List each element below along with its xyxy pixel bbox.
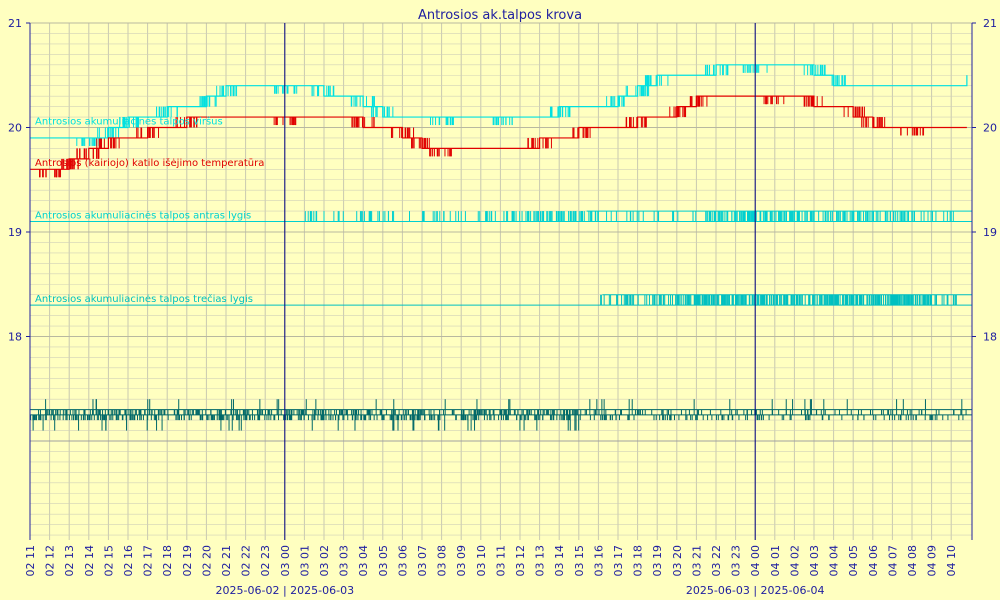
x-tick-label: 04 06 xyxy=(867,545,880,577)
x-tick-label: 02 13 xyxy=(63,545,76,577)
x-tick-label: 03 05 xyxy=(377,545,390,577)
x-tick-label: 03 11 xyxy=(494,545,507,577)
x-tick-label: 03 15 xyxy=(573,545,586,577)
x-tick-label: 04 02 xyxy=(788,545,801,577)
y-tick-label-left: 19 xyxy=(8,226,22,239)
x-tick-label: 04 09 xyxy=(926,545,939,577)
day-boundary-label: 2025-06-02 | 2025-06-03 xyxy=(216,584,355,597)
y-tick-label-right: 20 xyxy=(983,122,997,135)
x-tick-label: 02 16 xyxy=(122,545,135,577)
x-tick-label: 04 04 xyxy=(828,545,841,577)
labels: 02 11 02 12 02 13 02 14 02 15 02 16 02 17 02 18… xyxy=(8,17,997,597)
y-tick-label-right: 18 xyxy=(983,331,997,344)
x-tick-label: 04 01 xyxy=(769,545,782,577)
y-tick-label-right: 19 xyxy=(983,226,997,239)
x-tick-label: 03 07 xyxy=(416,545,429,577)
series-label: Antrosios akumuliacinės talpos viršus xyxy=(35,115,223,127)
x-tick-label: 03 21 xyxy=(690,545,703,577)
x-tick-label: 02 14 xyxy=(83,545,96,577)
x-tick-label: 03 12 xyxy=(514,545,527,577)
axes xyxy=(26,22,976,540)
x-tick-label: 02 15 xyxy=(102,545,115,577)
x-tick-label: 03 10 xyxy=(475,545,488,577)
x-tick-label: 03 04 xyxy=(357,545,370,577)
x-tick-label: 03 09 xyxy=(455,545,468,577)
x-tick-label: 03 13 xyxy=(534,545,547,577)
y-tick-label-left: 18 xyxy=(8,331,22,344)
x-tick-label: 02 17 xyxy=(142,545,155,577)
x-tick-label: 03 18 xyxy=(632,545,645,577)
x-tick-label: 03 19 xyxy=(651,545,664,577)
day-boundary-label: 2025-06-03 | 2025-06-04 xyxy=(686,584,825,597)
x-tick-label: 02 18 xyxy=(161,545,174,577)
series-label: Antrosios akumuliacinės talpos antras ly… xyxy=(35,210,251,221)
x-tick-label: 03 23 xyxy=(730,545,743,577)
x-tick-label: 03 06 xyxy=(396,545,409,577)
x-tick-label: 04 03 xyxy=(808,545,821,577)
x-tick-label: 02 12 xyxy=(44,545,57,577)
x-tick-label: 04 05 xyxy=(847,545,860,577)
x-tick-label: 02 19 xyxy=(181,545,194,577)
series-line xyxy=(30,64,968,139)
series-lines xyxy=(30,64,972,416)
y-tick-label-right: 21 xyxy=(983,17,997,30)
x-tick-label: 03 20 xyxy=(671,545,684,577)
x-tick-label: 03 01 xyxy=(298,545,311,577)
y-tick-label-left: 20 xyxy=(8,122,22,135)
x-tick-label: 02 22 xyxy=(240,545,253,577)
x-tick-label: 03 14 xyxy=(553,545,566,577)
x-tick-label: 03 00 xyxy=(279,545,292,577)
x-tick-label: 03 08 xyxy=(436,545,449,577)
y-tick-label-left: 21 xyxy=(8,17,22,30)
x-tick-label: 02 20 xyxy=(200,545,213,577)
series-label: Antrosios (kairiojo) katilo išėjimo temp… xyxy=(35,157,264,169)
x-tick-label: 04 10 xyxy=(945,545,958,577)
x-tick-label: 04 00 xyxy=(749,545,762,577)
x-tick-label: 03 22 xyxy=(710,545,723,577)
x-tick-label: 03 02 xyxy=(318,545,331,577)
x-tick-label: 02 21 xyxy=(220,545,233,577)
noise-bands xyxy=(30,64,967,431)
x-tick-label: 04 08 xyxy=(906,545,919,577)
series-label: Antrosios akumuliacinės talpos trečias l… xyxy=(35,293,253,305)
x-tick-label: 04 07 xyxy=(886,545,899,577)
x-tick-label: 03 16 xyxy=(592,545,605,577)
series-line xyxy=(30,95,967,170)
x-tick-label: 02 11 xyxy=(24,545,37,577)
x-tick-label: 02 23 xyxy=(259,545,272,577)
chart-title: Antrosios ak.talpos krova xyxy=(418,8,582,23)
x-tick-label: 03 17 xyxy=(612,545,625,577)
x-tick-label: 03 03 xyxy=(338,545,351,577)
